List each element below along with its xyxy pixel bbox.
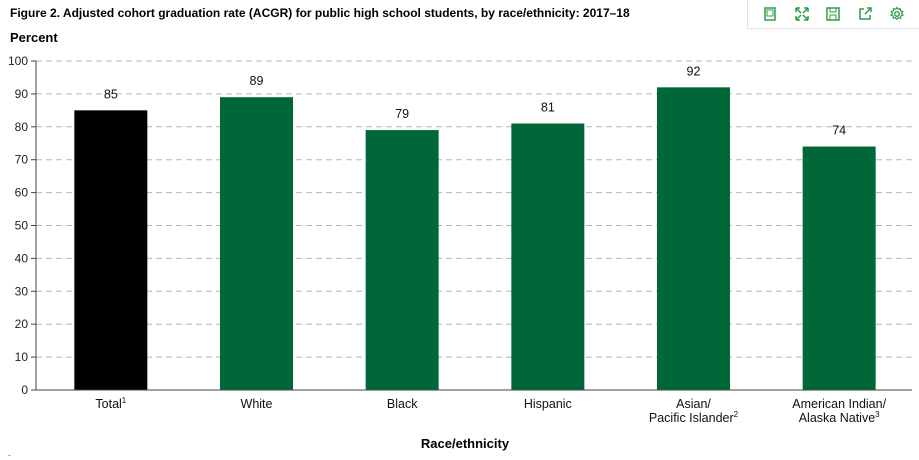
bar <box>657 87 730 390</box>
save-button[interactable] <box>822 3 844 25</box>
bar <box>365 130 439 390</box>
data-label: 79 <box>395 107 409 121</box>
share-icon <box>859 7 873 20</box>
footnote-mark: - <box>8 450 11 460</box>
y-tick-label: 10 <box>15 350 29 364</box>
save-icon <box>826 7 841 21</box>
bars <box>74 87 876 390</box>
document-button[interactable] <box>759 3 781 25</box>
expand-button[interactable] <box>791 3 813 25</box>
data-label: 85 <box>104 87 118 101</box>
figure-title: Figure 2. Adjusted cohort graduation rat… <box>10 6 630 20</box>
gridlines <box>36 60 912 358</box>
bar <box>802 146 876 390</box>
y-tick-label: 20 <box>15 317 29 331</box>
x-tick-label: Pacific Islander2 <box>649 410 739 425</box>
x-axis-title: Race/ethnicity <box>421 436 510 451</box>
settings-button[interactable] <box>886 3 908 25</box>
y-tick-label: 70 <box>15 153 29 167</box>
y-tick-label: 90 <box>15 87 29 101</box>
data-label: 92 <box>687 64 701 78</box>
y-tick-label: 50 <box>15 219 29 233</box>
y-tick-label: 80 <box>15 120 29 134</box>
y-tick-label: 0 <box>21 383 28 397</box>
x-tick-label: White <box>241 397 273 411</box>
x-tick-label: Asian/ <box>676 397 711 411</box>
x-tick-label: Alaska Native3 <box>799 410 880 425</box>
bar <box>220 97 293 390</box>
y-axis-title: Percent <box>10 30 58 45</box>
x-tick-label: Hispanic <box>524 397 572 411</box>
footnote-sup: 2 <box>734 410 739 419</box>
footnote-sup: 1 <box>122 396 127 405</box>
y-axis-ticks: 0 10 20 30 40 50 60 70 80 90 100 <box>8 54 36 397</box>
x-tick-label: American Indian/ <box>792 397 886 411</box>
x-tick-label: Black <box>387 397 418 411</box>
y-tick-label: 40 <box>15 251 29 265</box>
data-label: 81 <box>541 101 555 115</box>
y-tick-label: 30 <box>15 284 29 298</box>
footnote-sup: 3 <box>875 410 880 419</box>
bar <box>74 110 148 390</box>
expand-icon <box>794 7 809 21</box>
x-axis-categories: Total1 White Black Hispanic Asian/Pacific Is… <box>95 396 886 425</box>
value-labels: 85 89 79 81 92 74 <box>104 64 846 137</box>
data-label: 74 <box>832 124 846 138</box>
x-tick-label: Total1 <box>95 396 126 411</box>
data-label: 89 <box>250 74 264 88</box>
share-button[interactable] <box>854 3 876 25</box>
gear-icon <box>890 6 904 21</box>
chart-toolbar <box>747 0 919 29</box>
y-tick-label: 100 <box>8 54 28 68</box>
document-icon <box>764 7 776 21</box>
bar <box>511 123 585 390</box>
y-tick-label: 60 <box>15 186 29 200</box>
